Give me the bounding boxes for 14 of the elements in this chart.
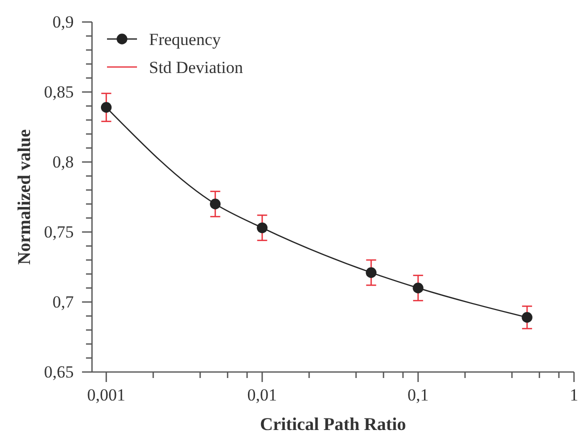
x-tick-label: 0,1 [407,386,429,404]
y-axis-title: Normalized value [14,129,34,265]
y-tick-label: 0,7 [52,292,74,312]
x-tick-label: 1 [570,386,578,404]
annotation: Std Deviation [149,58,244,77]
legend-label: Frequency [149,30,222,49]
y-tick-label: 0,9 [52,12,74,32]
y-tick-label: 0,75 [44,222,74,242]
y-tick-label: 0,65 [44,362,74,382]
y-tick-label: 0,8 [52,152,74,172]
x-tick-label: 0,01 [247,386,278,404]
y-tick-label: 0,85 [44,82,74,102]
x-tick-label: 0,001 [87,386,126,404]
x-axis-title: Critical Path Ratio [260,414,406,434]
